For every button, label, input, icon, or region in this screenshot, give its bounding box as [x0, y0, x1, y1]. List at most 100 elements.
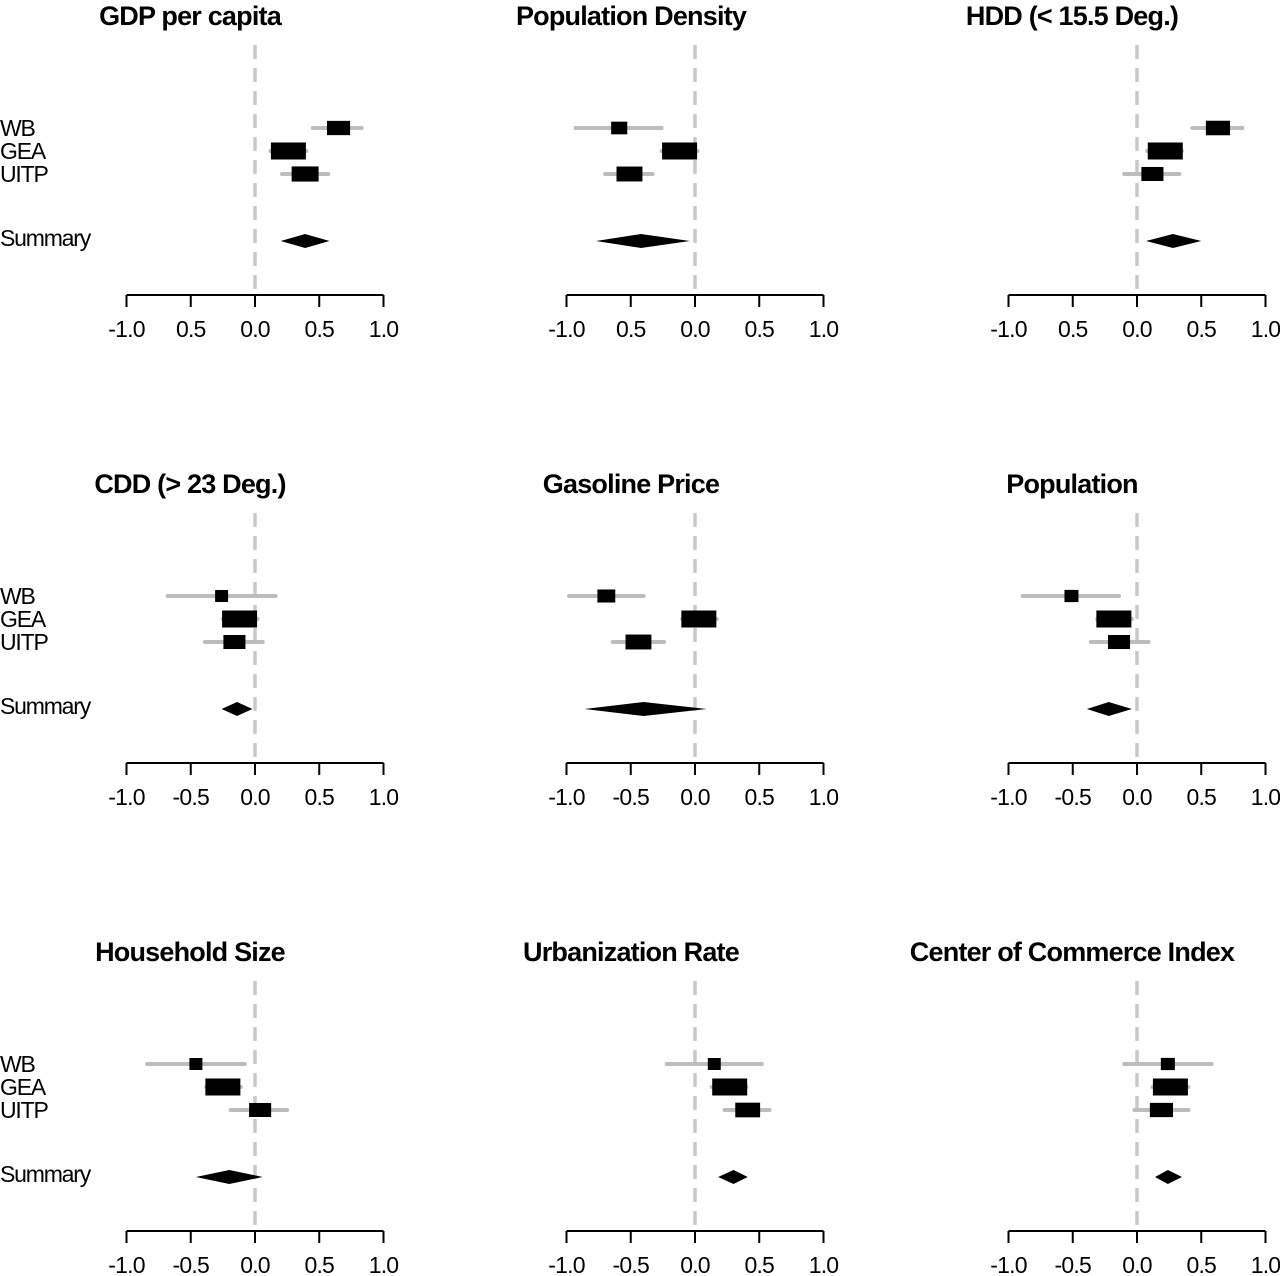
- summary-label: Summary: [0, 1161, 92, 1187]
- panel-title: HDD (< 15.5 Deg.): [966, 1, 1178, 31]
- x-tick-label: 1.0: [1251, 316, 1280, 342]
- forest-panel: HDD (< 15.5 Deg.) -1.0 0.5 0.0 0.5 1.0: [966, 1, 1280, 342]
- x-tick-label: 0.5: [176, 316, 206, 342]
- forest-panel: Urbanization Rate -1.0 -0.5 0.0 0.5 1.0: [523, 937, 839, 1276]
- estimate-box-gea: [1152, 1078, 1188, 1096]
- x-tick-label: 1.0: [1251, 784, 1280, 810]
- estimate-box-uitp: [1149, 1102, 1173, 1118]
- estimate-box-wb: [611, 121, 628, 135]
- summary-label: Summary: [0, 693, 92, 719]
- x-tick-label: 0.0: [680, 784, 710, 810]
- estimate-box-wb: [707, 1058, 721, 1070]
- x-tick-label: 0.5: [744, 1252, 774, 1276]
- x-tick-label: 0.5: [1058, 316, 1088, 342]
- study-label: GEA: [0, 606, 47, 632]
- x-tick-label: 0.0: [240, 784, 270, 810]
- x-tick-label: 0.5: [1186, 1252, 1216, 1276]
- study-label: UITP: [0, 161, 48, 187]
- estimate-box-uitp: [291, 166, 319, 182]
- x-tick-label: -1.0: [108, 1252, 144, 1276]
- panel-title: Population Density: [516, 1, 747, 31]
- summary-diamond: [596, 234, 690, 248]
- x-tick-label: 0.5: [744, 784, 774, 810]
- x-tick-label: 0.0: [1122, 316, 1152, 342]
- x-tick-label: 0.0: [1122, 1252, 1152, 1276]
- x-tick-label: 0.5: [616, 316, 646, 342]
- x-tick-label: 0.5: [304, 316, 334, 342]
- forest-panel: Population Density -1.0 0.5 0.0 0.5 1.0: [516, 1, 839, 342]
- summary-diamond: [195, 1170, 263, 1184]
- study-label: WB: [0, 1051, 36, 1077]
- x-tick-label: -0.5: [613, 1252, 649, 1276]
- x-tick-label: 0.0: [680, 316, 710, 342]
- panel-title: Center of Commerce Index: [910, 937, 1235, 967]
- estimate-box-wb: [1205, 120, 1231, 136]
- panel-title: Household Size: [95, 937, 286, 967]
- estimate-box-uitp: [735, 1102, 761, 1118]
- panel-title: Urbanization Rate: [523, 937, 740, 967]
- x-tick-label: 1.0: [809, 1252, 839, 1276]
- estimate-box-uitp: [249, 1102, 272, 1118]
- x-tick-label: -1.0: [990, 316, 1026, 342]
- x-tick-label: -0.5: [173, 1252, 209, 1276]
- x-tick-label: 0.0: [680, 1252, 710, 1276]
- estimate-box-gea: [681, 610, 717, 628]
- panel-title: CDD (> 23 Deg.): [94, 469, 285, 499]
- x-tick-label: 0.5: [744, 316, 774, 342]
- summary-diamond: [718, 1170, 748, 1184]
- forest-panel: Center of Commerce Index -1.0 -0.5 0.0 0.5 1.…: [910, 937, 1280, 1276]
- estimate-box-gea: [712, 1078, 748, 1096]
- summary-diamond: [1086, 702, 1132, 716]
- panel-title: Population: [1006, 469, 1137, 499]
- x-tick-label: 1.0: [809, 316, 839, 342]
- estimate-box-wb: [1064, 589, 1079, 603]
- estimate-box-wb: [189, 1058, 203, 1070]
- x-tick-label: 1.0: [809, 784, 839, 810]
- x-tick-label: -1.0: [548, 784, 584, 810]
- x-tick-label: -0.5: [1055, 784, 1091, 810]
- panel-title: GDP per capita: [99, 1, 283, 31]
- x-tick-label: -0.5: [173, 784, 209, 810]
- summary-diamond: [1145, 234, 1202, 248]
- estimate-box-gea: [205, 1078, 241, 1096]
- x-tick-label: -0.5: [1055, 1252, 1091, 1276]
- study-label: WB: [0, 115, 36, 141]
- x-tick-label: -1.0: [990, 784, 1026, 810]
- x-tick-label: 0.0: [240, 1252, 270, 1276]
- x-tick-label: 0.5: [304, 1252, 334, 1276]
- x-tick-label: -1.0: [108, 784, 144, 810]
- summary-diamond: [221, 702, 253, 716]
- x-tick-label: -1.0: [990, 1252, 1026, 1276]
- x-tick-label: 1.0: [369, 316, 399, 342]
- summary-diamond: [1154, 1170, 1182, 1184]
- summary-diamond: [584, 702, 707, 716]
- estimate-box-gea: [1147, 142, 1183, 160]
- study-label: GEA: [0, 1074, 47, 1100]
- x-tick-label: -1.0: [548, 316, 584, 342]
- study-label: GEA: [0, 138, 47, 164]
- forest-panel: Population -1.0 -0.5 0.0 0.5 1.0: [990, 469, 1280, 810]
- forest-panel: Gasoline Price -1.0 -0.5 0.0 0.5 1.0: [543, 469, 839, 810]
- estimate-box-wb: [326, 120, 351, 136]
- estimate-box-uitp: [223, 634, 246, 650]
- panel-title: Gasoline Price: [543, 469, 720, 499]
- x-tick-label: 0.0: [240, 316, 270, 342]
- estimate-box-gea: [662, 142, 698, 160]
- x-tick-label: 0.5: [304, 784, 334, 810]
- study-label: WB: [0, 583, 36, 609]
- estimate-box-uitp: [616, 166, 643, 182]
- estimate-box-uitp: [1141, 166, 1164, 182]
- study-label: UITP: [0, 629, 48, 655]
- x-tick-label: 0.5: [1186, 316, 1216, 342]
- x-tick-label: 1.0: [369, 1252, 399, 1276]
- estimate-box-wb: [215, 590, 229, 602]
- estimate-box-uitp: [625, 634, 652, 650]
- x-tick-label: 0.5: [1186, 784, 1216, 810]
- estimate-box-uitp: [1107, 634, 1131, 650]
- summary-label: Summary: [0, 225, 92, 251]
- x-tick-label: 1.0: [1251, 1252, 1280, 1276]
